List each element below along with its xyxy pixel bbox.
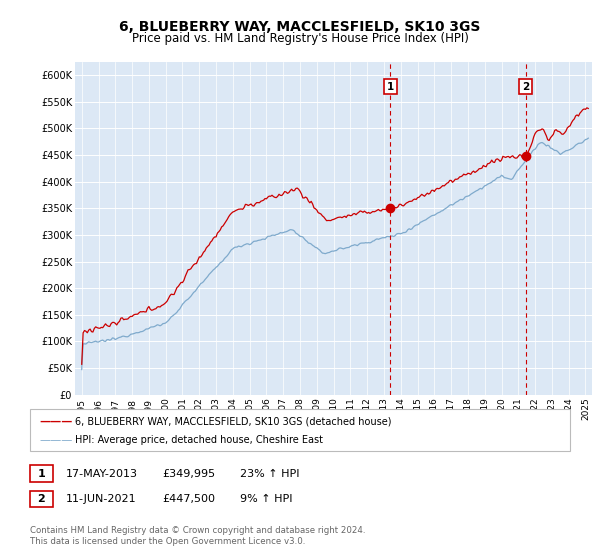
Text: £349,995: £349,995 <box>162 469 215 479</box>
Text: ———: ——— <box>39 435 73 445</box>
Text: ———: ——— <box>39 417 73 426</box>
Text: 9% ↑ HPI: 9% ↑ HPI <box>240 494 293 504</box>
Text: 11-JUN-2021: 11-JUN-2021 <box>66 494 137 504</box>
Text: 6, BLUEBERRY WAY, MACCLESFIELD, SK10 3GS (detached house): 6, BLUEBERRY WAY, MACCLESFIELD, SK10 3GS… <box>75 417 392 426</box>
Text: 1: 1 <box>387 82 394 92</box>
Text: 23% ↑ HPI: 23% ↑ HPI <box>240 469 299 479</box>
Text: Contains HM Land Registry data © Crown copyright and database right 2024.
This d: Contains HM Land Registry data © Crown c… <box>30 526 365 546</box>
Text: £447,500: £447,500 <box>162 494 215 504</box>
Text: HPI: Average price, detached house, Cheshire East: HPI: Average price, detached house, Ches… <box>75 435 323 445</box>
Text: 2: 2 <box>38 494 45 504</box>
Text: Price paid vs. HM Land Registry's House Price Index (HPI): Price paid vs. HM Land Registry's House … <box>131 32 469 45</box>
Text: 17-MAY-2013: 17-MAY-2013 <box>66 469 138 479</box>
Text: 1: 1 <box>38 469 45 479</box>
Text: 6, BLUEBERRY WAY, MACCLESFIELD, SK10 3GS: 6, BLUEBERRY WAY, MACCLESFIELD, SK10 3GS <box>119 20 481 34</box>
Text: 2: 2 <box>522 82 529 92</box>
